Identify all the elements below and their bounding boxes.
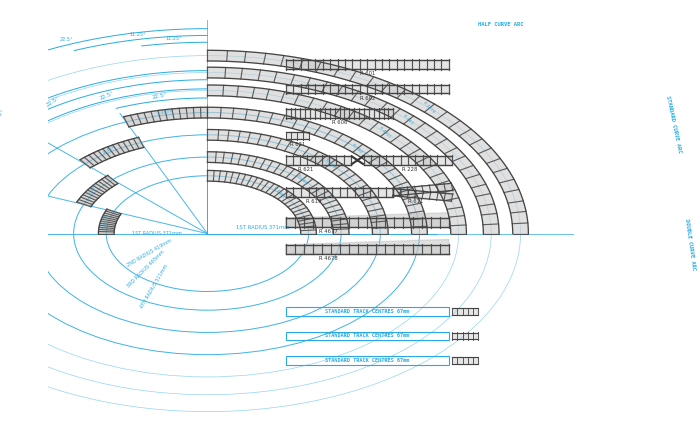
- Bar: [286, 307, 449, 316]
- Polygon shape: [80, 138, 144, 168]
- Text: R 4073: R 4073: [102, 214, 108, 230]
- Text: 22.5°: 22.5°: [60, 37, 74, 42]
- Polygon shape: [286, 218, 449, 227]
- Text: 3RD RADIUS 465mm: 3RD RADIUS 465mm: [127, 249, 166, 288]
- Polygon shape: [207, 50, 528, 234]
- Text: 1ST RADIUS 371mm: 1ST RADIUS 371mm: [132, 231, 182, 236]
- Polygon shape: [364, 156, 452, 165]
- Text: HALF CURVE ARC: HALF CURVE ARC: [478, 22, 524, 27]
- Text: R 621: R 621: [290, 142, 305, 147]
- Polygon shape: [77, 175, 118, 206]
- Text: STANDARD TRACK CENTRES 67mm: STANDARD TRACK CENTRES 67mm: [325, 309, 410, 314]
- Text: R 500: R 500: [324, 158, 335, 170]
- Text: DOUBLE CURVE ARC: DOUBLE CURVE ARC: [684, 218, 696, 271]
- Polygon shape: [286, 245, 449, 254]
- Text: 22.5°: 22.5°: [99, 91, 115, 101]
- Text: R 4311: R 4311: [272, 186, 286, 199]
- Text: R 6073: R 6073: [158, 109, 173, 116]
- Polygon shape: [207, 152, 349, 234]
- Bar: [286, 356, 449, 365]
- Polygon shape: [452, 308, 478, 315]
- Text: R 4677: R 4677: [318, 229, 337, 234]
- Text: R 619: R 619: [306, 199, 321, 204]
- Polygon shape: [207, 67, 499, 234]
- Text: 22.5°: 22.5°: [45, 96, 60, 108]
- Polygon shape: [286, 109, 393, 118]
- Text: STANDARD TRACK CENTRES 67mm: STANDARD TRACK CENTRES 67mm: [325, 333, 410, 339]
- Polygon shape: [452, 333, 478, 339]
- Text: STANDARD TRACK CENTRES 67mm: STANDARD TRACK CENTRES 67mm: [325, 358, 410, 363]
- Text: R 504: R 504: [351, 142, 363, 154]
- Text: R 4311: R 4311: [379, 126, 391, 139]
- Polygon shape: [393, 189, 453, 201]
- Text: 22.5°: 22.5°: [152, 92, 167, 100]
- Polygon shape: [393, 183, 453, 196]
- Text: 22.5°: 22.5°: [0, 108, 6, 122]
- Text: R 611: R 611: [409, 199, 424, 204]
- Polygon shape: [286, 188, 393, 197]
- Text: STANDARD CURVE ARC: STANDARD CURVE ARC: [666, 96, 682, 154]
- Text: R 474: R 474: [88, 184, 99, 196]
- Text: R 4678: R 4678: [318, 256, 337, 261]
- Text: R 601: R 601: [360, 71, 375, 76]
- Polygon shape: [286, 60, 449, 69]
- Text: 11.25°: 11.25°: [165, 36, 182, 41]
- Polygon shape: [207, 85, 466, 234]
- Text: R 463: R 463: [296, 174, 307, 185]
- Text: R 606: R 606: [332, 120, 347, 125]
- Text: 1ST RADIUS 371mm: 1ST RADIUS 371mm: [237, 225, 290, 230]
- Polygon shape: [207, 170, 316, 234]
- Text: R 463: R 463: [402, 114, 414, 125]
- Polygon shape: [207, 107, 427, 234]
- Text: R 228: R 228: [402, 167, 417, 172]
- Text: 2ND RADIUS 419mm: 2ND RADIUS 419mm: [126, 238, 173, 268]
- Polygon shape: [286, 156, 351, 165]
- Text: R 4874: R 4874: [422, 101, 435, 114]
- Polygon shape: [99, 209, 121, 234]
- Polygon shape: [286, 132, 309, 139]
- Bar: [286, 332, 449, 340]
- Polygon shape: [452, 357, 478, 364]
- Text: 11.25°: 11.25°: [130, 32, 146, 37]
- Text: R 467: R 467: [104, 145, 116, 154]
- Polygon shape: [124, 107, 207, 127]
- Polygon shape: [286, 213, 449, 228]
- Polygon shape: [207, 129, 388, 234]
- Text: R 621: R 621: [298, 167, 313, 172]
- Text: 4TH RADIUS 511mm: 4TH RADIUS 511mm: [139, 263, 169, 309]
- Text: R 602: R 602: [360, 96, 375, 101]
- Polygon shape: [286, 85, 449, 93]
- Polygon shape: [286, 239, 449, 255]
